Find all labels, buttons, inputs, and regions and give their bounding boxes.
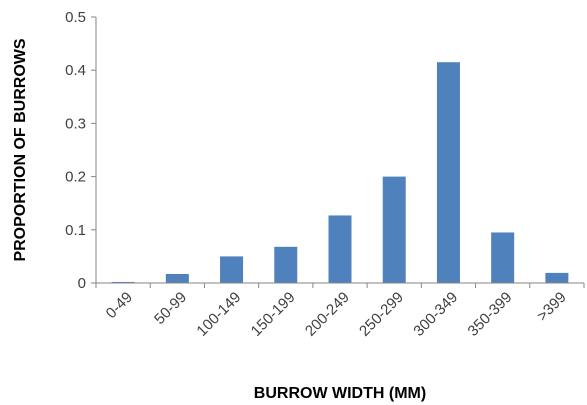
- x-tick-label: >399: [534, 289, 570, 325]
- bar-0-49: [111, 281, 135, 283]
- x-tick-label: 100-149: [193, 289, 244, 340]
- bar-100-149: [220, 256, 244, 283]
- bar-200-249: [328, 215, 352, 283]
- y-tick-label: 0.2: [65, 169, 86, 186]
- x-tick-label: 250-299: [356, 289, 407, 340]
- bar-50-99: [165, 273, 189, 283]
- y-tick-label: 0.5: [65, 9, 86, 26]
- y-tick-label: 0: [78, 275, 86, 292]
- bar-250-299: [382, 176, 406, 283]
- x-tick-label: 0-49: [103, 289, 136, 322]
- y-axis-title: PROPORTION OF BURROWS: [12, 38, 29, 261]
- x-tick-label: 150-199: [248, 289, 299, 340]
- x-tick-label: 300-349: [410, 289, 461, 340]
- bar->399: [545, 272, 569, 283]
- axes-group: [91, 16, 585, 288]
- y-tick-labels: 0 0.1 0.2 0.3 0.4 0.5: [65, 9, 86, 292]
- x-tick-labels: 0-49 50-99 100-149 150-199 200-249 250-299 300…: [103, 289, 570, 340]
- x-tick-label: 350-399: [465, 289, 516, 340]
- x-tick-label: 200-249: [302, 289, 353, 340]
- bar-300-349: [436, 62, 460, 283]
- x-axis-title: BURROW WIDTH (MM): [254, 385, 426, 402]
- bar-150-199: [274, 246, 298, 283]
- x-tick-label: 50-99: [151, 289, 190, 328]
- bar-350-399: [491, 232, 515, 283]
- y-tick-label: 0.1: [65, 222, 86, 239]
- y-tick-label: 0.3: [65, 115, 86, 132]
- y-tick-label: 0.4: [65, 62, 86, 79]
- bars-group: [111, 62, 569, 283]
